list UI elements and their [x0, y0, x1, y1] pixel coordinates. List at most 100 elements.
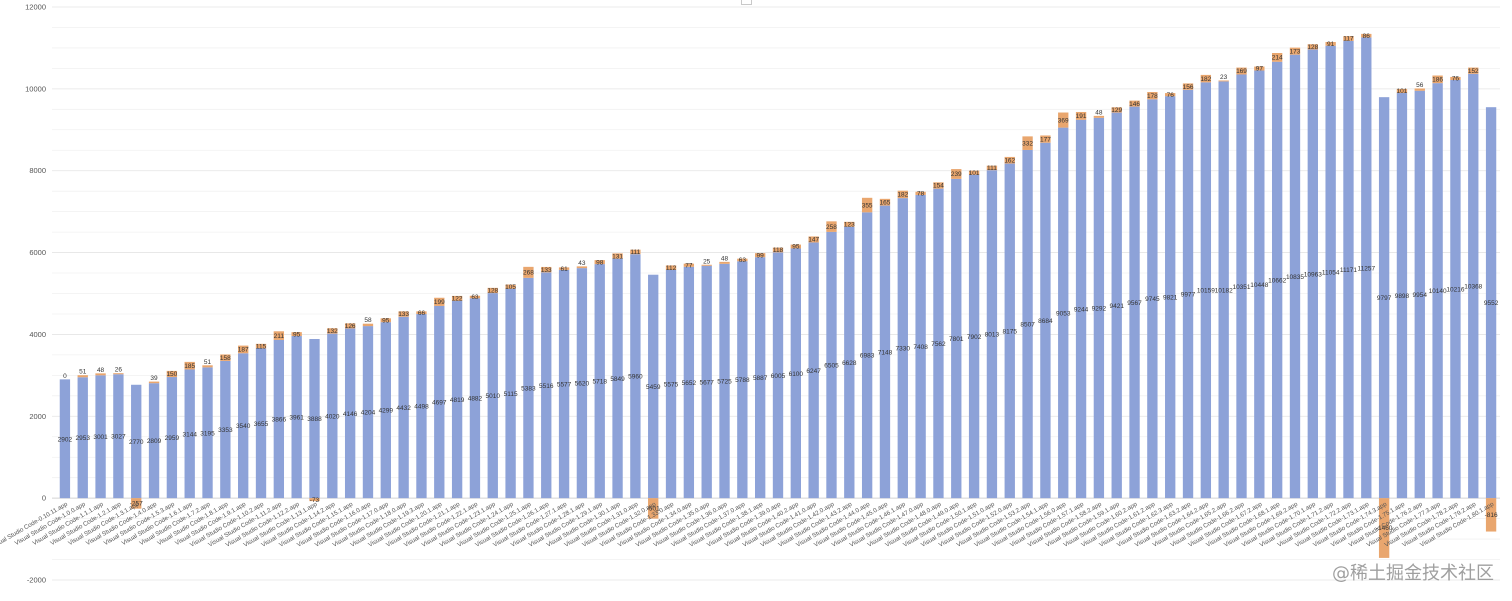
delta-value-label: 128: [1307, 44, 1318, 51]
delta-bar: [1147, 92, 1158, 100]
base-bar: [505, 288, 516, 499]
delta-value-label: 268: [523, 270, 534, 277]
delta-value-label: 48: [97, 367, 105, 374]
delta-bar: [1182, 83, 1194, 90]
data-labels: 2902 0 2953 51 3001 48 3027 26 2770 -257 2809 39 295…: [58, 33, 1499, 532]
base-value-label: 4020: [325, 413, 340, 420]
delta-bar: [1485, 498, 1497, 532]
delta-value-label: 118: [773, 247, 784, 254]
bar-series: [59, 33, 1497, 558]
delta-bar: [380, 318, 391, 323]
base-value-label: 4204: [361, 410, 376, 417]
base-bar: [309, 339, 320, 499]
delta-bar: [755, 253, 766, 258]
base-bar: [273, 339, 285, 499]
base-value-label: 7408: [913, 344, 928, 351]
base-value-label: 5010: [486, 393, 501, 400]
delta-bar: [1165, 93, 1176, 97]
delta-bar: [701, 264, 712, 266]
delta-bar: [933, 182, 944, 189]
delta-value-label: 258: [826, 224, 837, 231]
base-bar: [1147, 99, 1158, 499]
delta-value-label: 126: [345, 323, 356, 330]
base-value-label: 7330: [896, 346, 911, 353]
base-value-label: 9745: [1145, 296, 1160, 303]
base-value-label: 10448: [1250, 282, 1268, 289]
resize-handle[interactable]: [741, 0, 752, 5]
base-bar: [1414, 90, 1425, 499]
base-bar: [1271, 61, 1283, 499]
delta-bar: [683, 263, 695, 267]
delta-value-label: 123: [844, 222, 855, 229]
delta-value-label: 63: [739, 257, 747, 264]
base-value-label: 2902: [58, 436, 73, 443]
base-value-label: 9977: [1181, 291, 1196, 298]
y-tick-label: 2000: [29, 412, 46, 421]
delta-bar: [648, 498, 659, 519]
base-value-label: 5383: [521, 385, 536, 392]
base-bar: [1396, 93, 1408, 499]
base-value-label: 3888: [307, 416, 322, 423]
base-value-label: 8507: [1020, 322, 1035, 329]
base-bar: [398, 316, 409, 499]
base-bar: [576, 268, 588, 499]
base-value-label: 6247: [806, 368, 821, 375]
base-bar: [683, 266, 695, 499]
base-value-label: 2959: [165, 435, 180, 442]
base-bar: [594, 264, 605, 499]
delta-bar: [131, 498, 142, 509]
delta-bar: [844, 221, 855, 227]
delta-value-label: 239: [951, 171, 962, 178]
delta-bar: [184, 361, 195, 370]
base-bar: [1022, 149, 1033, 499]
delta-bar: [202, 365, 213, 368]
base-value-label: 9567: [1127, 300, 1142, 307]
delta-value-label: 355: [862, 202, 873, 209]
delta-value-label: 48: [721, 255, 729, 262]
base-bar: [344, 328, 356, 499]
base-bar: [238, 353, 249, 499]
base-value-label: 11257: [1357, 265, 1375, 272]
y-tick-label: -2000: [27, 576, 46, 585]
delta-value-label: 101: [1397, 88, 1408, 95]
delta-value-label: 132: [327, 328, 338, 335]
base-value-label: 9244: [1074, 306, 1089, 313]
delta-bar: [327, 328, 338, 334]
delta-bar: [469, 295, 481, 299]
delta-value-label: -73: [310, 497, 320, 504]
delta-value-label: 150: [166, 371, 177, 378]
base-bar: [202, 367, 213, 499]
delta-value-label: 76: [1452, 76, 1460, 83]
y-axis-tick-labels: -2000 0 2000 4000 6000 8000 10000 12000: [25, 3, 46, 585]
base-bar: [451, 300, 463, 499]
delta-value-label: 162: [1004, 157, 1015, 164]
delta-bar: [1325, 41, 1336, 46]
base-value-label: 5887: [753, 375, 768, 382]
base-bar: [1343, 40, 1354, 499]
base-bar: [1165, 96, 1176, 499]
base-bar: [416, 314, 427, 499]
delta-bar: [77, 375, 88, 378]
base-bar: [1236, 74, 1247, 499]
delta-value-label: -1460: [1376, 525, 1393, 532]
base-bar: [1450, 80, 1461, 499]
delta-value-label: 165: [880, 199, 891, 206]
base-value-label: 6100: [789, 371, 804, 378]
y-tick-label: 12000: [25, 3, 46, 12]
delta-bar: [1307, 44, 1318, 50]
delta-value-label: 131: [612, 253, 623, 260]
base-bar: [95, 375, 106, 499]
base-value-label: 7902: [967, 334, 982, 341]
base-value-label: 5459: [646, 384, 661, 391]
delta-bar: [594, 260, 605, 265]
delta-bar: [505, 284, 516, 289]
base-value-label: 6983: [860, 353, 875, 360]
base-value-label: 8175: [1003, 328, 1018, 335]
base-bar: [558, 269, 570, 499]
base-bar: [648, 274, 659, 499]
base-bar: [1058, 127, 1069, 499]
base-value-label: 7801: [949, 336, 964, 343]
base-bar: [755, 257, 766, 499]
delta-bar: [772, 247, 784, 253]
base-bar: [184, 369, 195, 499]
